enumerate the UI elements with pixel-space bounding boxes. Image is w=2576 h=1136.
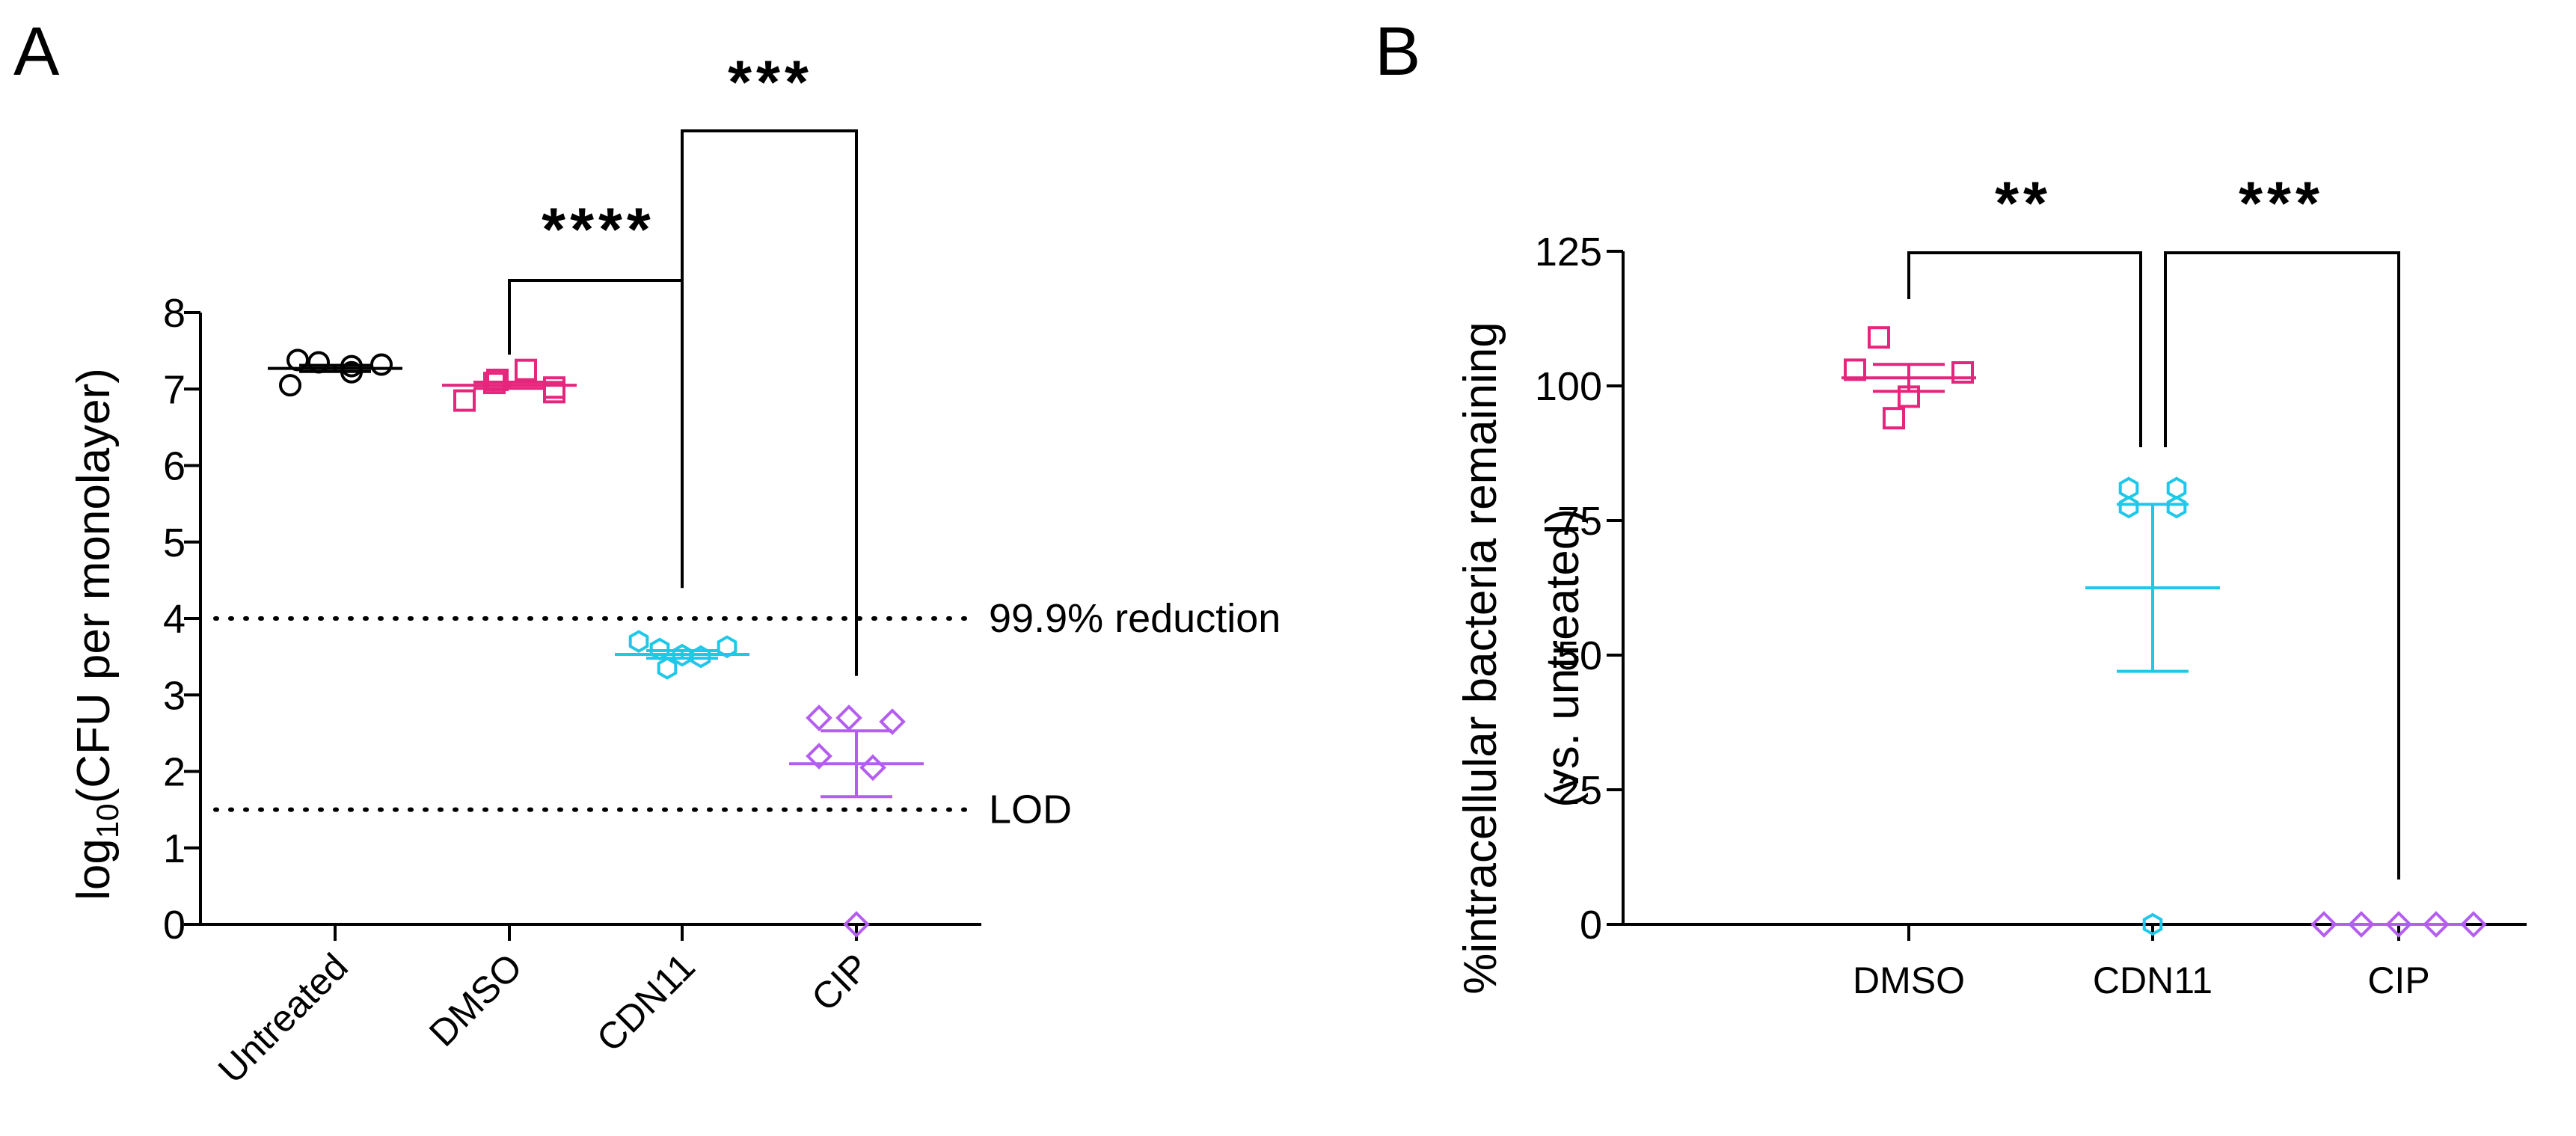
y-tick-label: 4 — [163, 597, 185, 642]
panel-b-y-axis-label-line1: %intracellular bacteria remaining — [1455, 322, 1506, 994]
panel-a-chart: log10(CFU per monolayer) 0 1 2 3 4 5 6 7 8 Untrea… — [68, 49, 1281, 1091]
significance-label: *** — [728, 49, 813, 117]
reference-line-label: LOD — [989, 787, 1072, 832]
data-point — [340, 354, 363, 378]
data-point — [543, 381, 565, 404]
data-point — [1883, 407, 1905, 430]
data-point — [286, 349, 309, 372]
data-point — [1951, 361, 1974, 384]
data-point — [543, 376, 565, 399]
data-point — [340, 360, 363, 384]
y-tick-label: 6 — [163, 444, 185, 489]
x-tick-label: CIP — [2367, 960, 2429, 1001]
panel-b-chart: %intracellular bacteria remaining (vs. u… — [1455, 170, 2527, 1001]
data-point — [2166, 495, 2187, 519]
data-point — [690, 645, 711, 669]
y-tick-label: 50 — [1557, 633, 1602, 678]
significance-bracket — [2164, 251, 2400, 879]
x-tick-label: CDN11 — [589, 945, 703, 1060]
y-tick-label: 8 — [163, 291, 185, 336]
data-point — [515, 358, 537, 381]
data-point — [2118, 495, 2139, 519]
data-point — [453, 389, 476, 412]
data-point — [859, 754, 886, 782]
data-point — [486, 368, 509, 391]
data-point — [657, 657, 678, 680]
data-point — [1844, 358, 1866, 381]
data-point — [2348, 911, 2375, 938]
data-point — [370, 353, 393, 376]
y-tick-label: 2 — [163, 750, 185, 795]
data-point — [2142, 912, 2163, 936]
y-tick-label: 1 — [163, 826, 185, 871]
data-point — [835, 704, 862, 731]
data-point — [2310, 911, 2337, 938]
data-point — [1898, 385, 1920, 408]
reference-line-label: 99.9% reduction — [989, 596, 1281, 641]
data-point — [806, 743, 832, 770]
data-point — [279, 374, 301, 397]
data-point — [843, 911, 870, 938]
y-tick-label: 0 — [1580, 903, 1602, 948]
y-tick-label: 100 — [1535, 364, 1602, 409]
panel-a-y-axis-label: log10(CFU per monolayer) — [68, 368, 125, 900]
data-point — [2118, 476, 2139, 500]
panel-letter-b: B — [1375, 13, 1420, 90]
panel-b-y-axis-label-line2: (vs. untreated) — [1537, 509, 1589, 808]
x-tick-label: CDN11 — [2093, 960, 2212, 1001]
data-point — [307, 351, 330, 374]
significance-label: *** — [2239, 170, 2324, 238]
data-point — [2460, 911, 2487, 938]
significance-label: ** — [1995, 170, 2052, 238]
data-point — [483, 372, 506, 395]
y-tick-label: 5 — [163, 521, 185, 565]
significance-bracket — [681, 129, 858, 676]
x-tick-label: DMSO — [1853, 960, 1965, 1001]
y-tick-label: 125 — [1535, 230, 1602, 274]
significance-bracket — [508, 279, 684, 589]
data-point — [2423, 911, 2450, 938]
data-point — [628, 630, 649, 654]
significance-bracket — [1907, 251, 2142, 447]
y-tick-label: 3 — [163, 673, 185, 718]
y-tick-label: 75 — [1557, 499, 1602, 544]
x-tick-label: Untreated — [210, 945, 356, 1091]
y-tick-label: 0 — [163, 903, 185, 948]
data-point — [879, 708, 906, 735]
data-point — [1868, 326, 1890, 349]
y-tick-label: 25 — [1557, 768, 1602, 813]
y-tick-label: 7 — [163, 367, 185, 412]
data-point — [2385, 911, 2412, 938]
panel-letter-a: A — [13, 13, 60, 90]
data-point — [806, 704, 832, 731]
data-point — [649, 637, 670, 661]
data-point — [717, 635, 737, 659]
data-point — [2166, 476, 2187, 500]
x-tick-label: DMSO — [421, 945, 530, 1054]
significance-label: **** — [542, 196, 655, 264]
data-point — [672, 643, 693, 667]
x-tick-label: CIP — [803, 945, 877, 1019]
